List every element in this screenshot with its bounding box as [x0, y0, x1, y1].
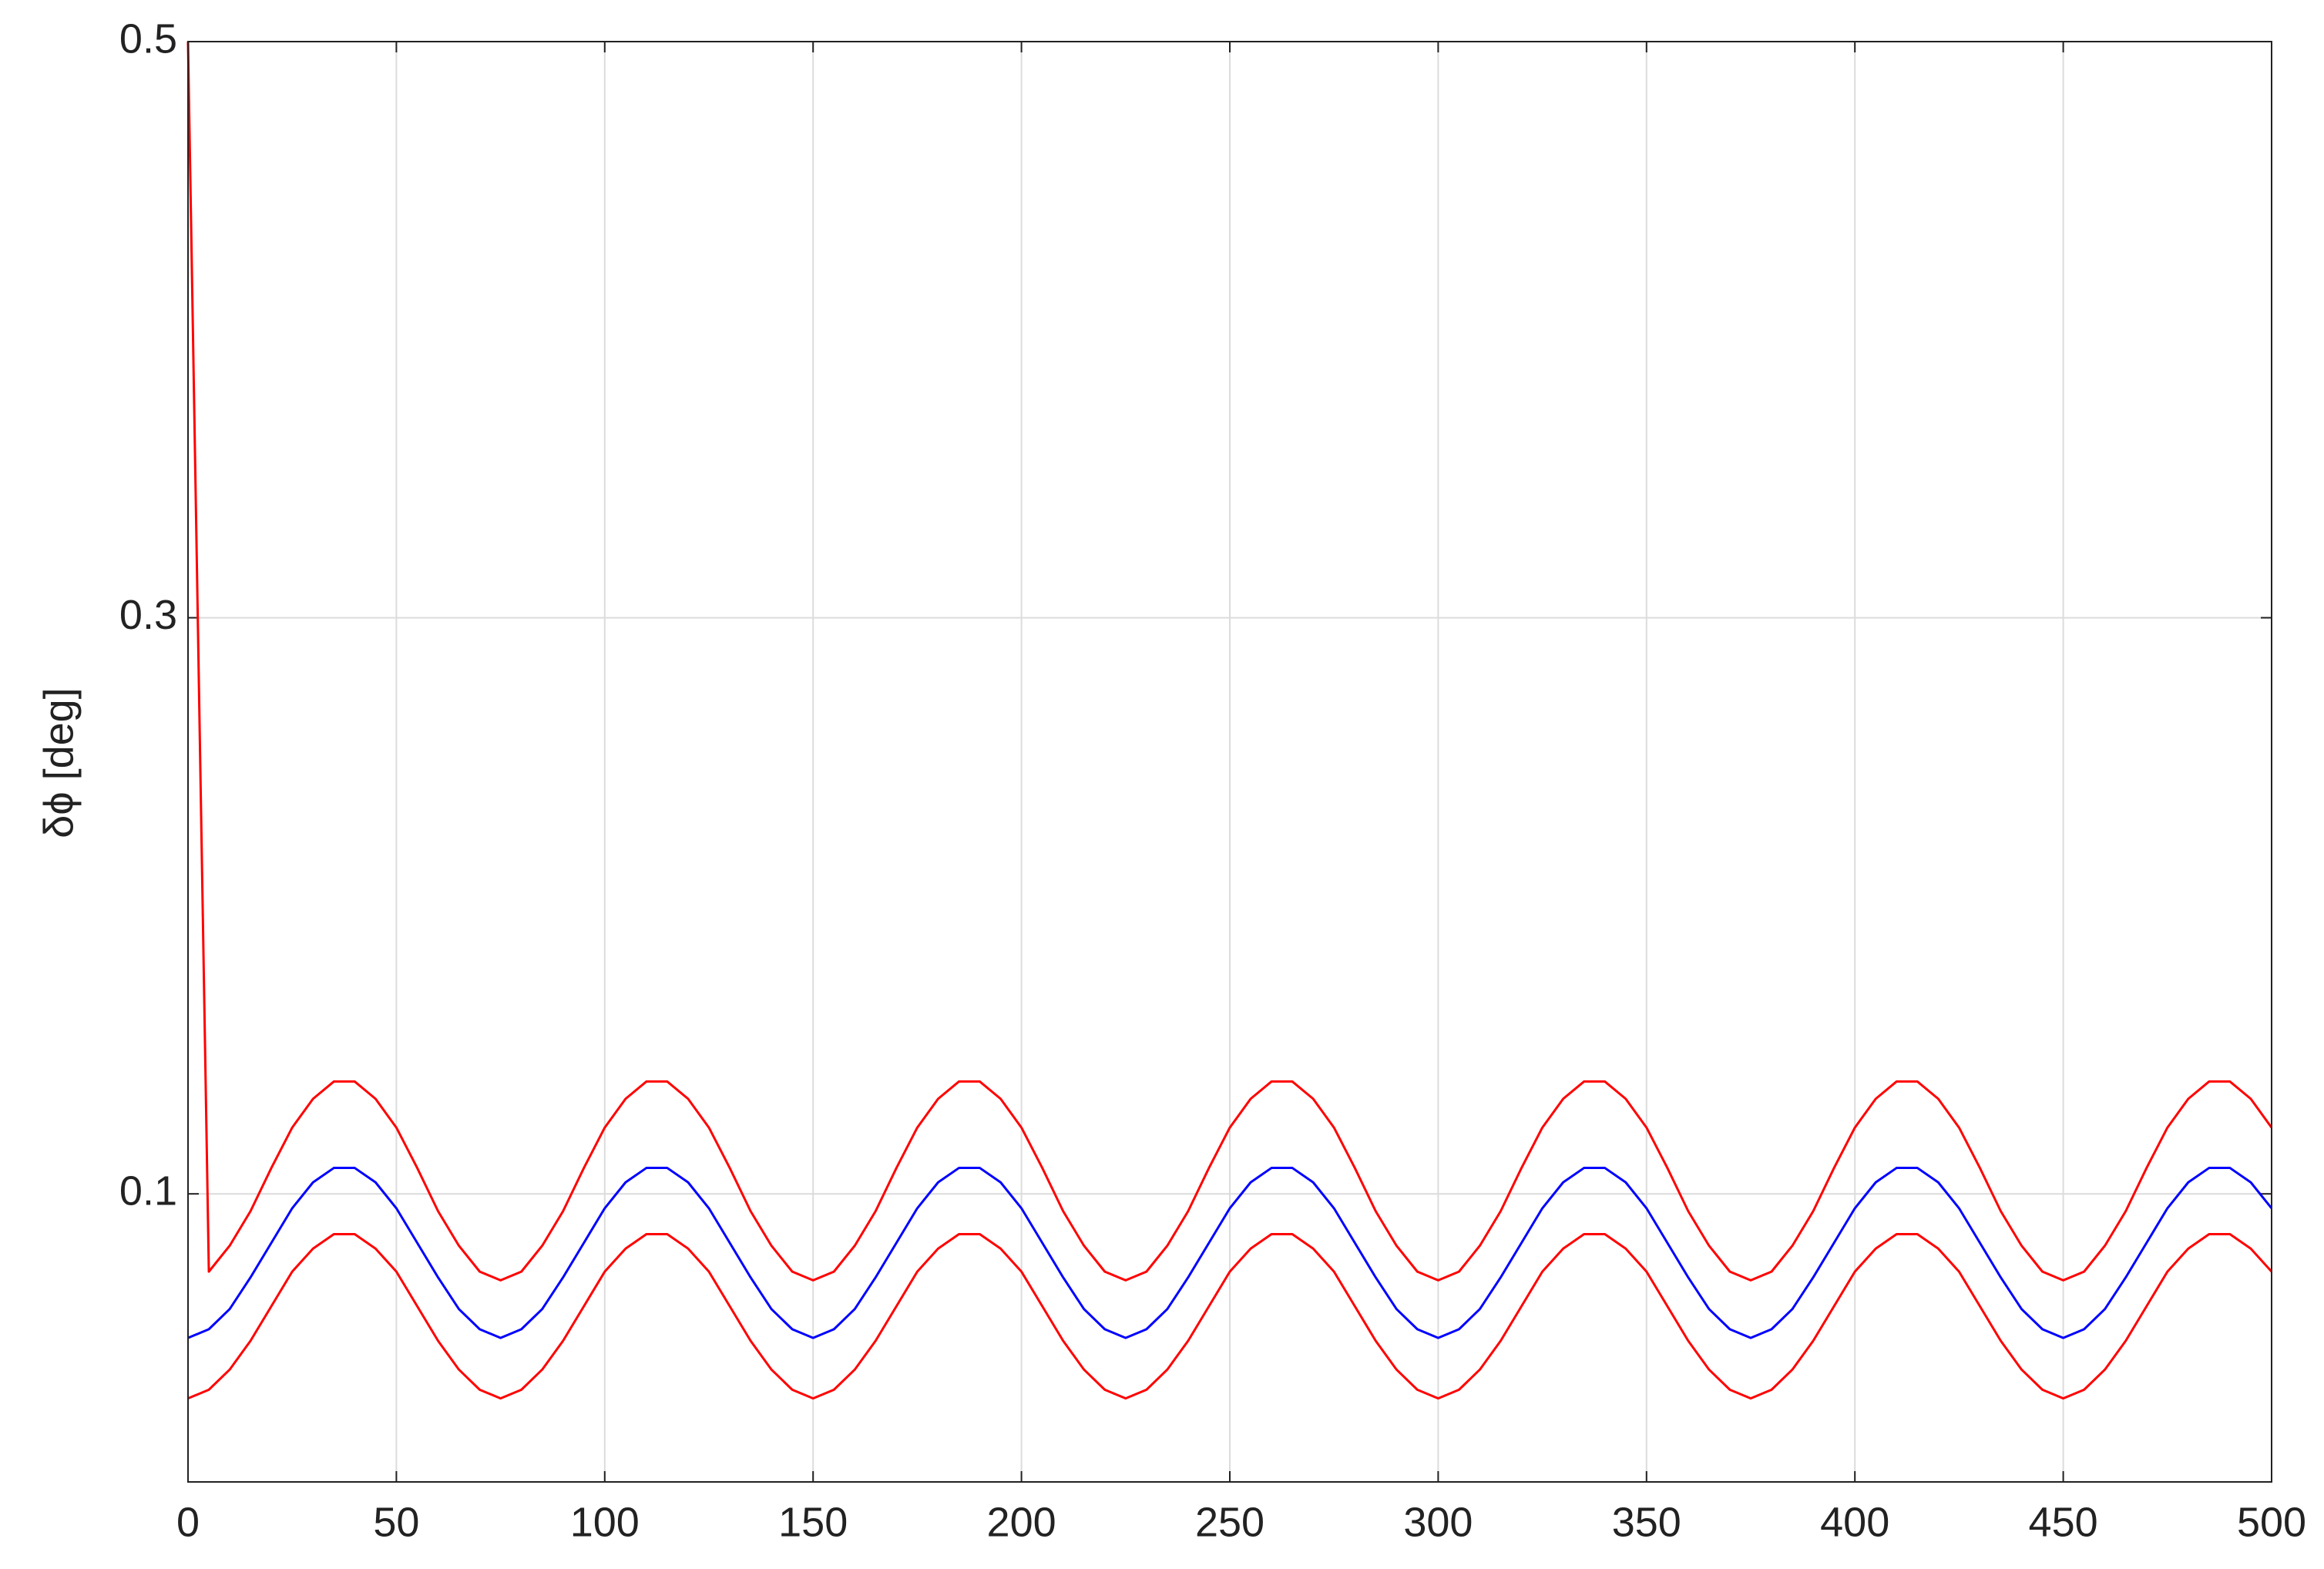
x-tick-label: 0 [176, 1499, 200, 1545]
data-line [187, 1167, 2273, 1339]
data-line [186, 41, 2273, 1282]
x-tick-label: 50 [373, 1499, 419, 1545]
x-tick-label: 450 [2029, 1499, 2098, 1545]
x-tick-label: 500 [2237, 1499, 2306, 1545]
y-axis-label: δϕ [deg] [35, 687, 82, 838]
x-tick-label: 200 [987, 1499, 1056, 1545]
data-line [187, 1233, 2273, 1400]
x-tick-label: 250 [1195, 1499, 1264, 1545]
x-tick-label: 300 [1403, 1499, 1473, 1545]
y-tick-label: 0.3 [119, 592, 177, 638]
x-tick-label: 400 [1820, 1499, 1889, 1545]
x-tick-label: 100 [570, 1499, 640, 1545]
x-tick-label: 350 [1612, 1499, 1681, 1545]
y-tick-label: 0.5 [119, 15, 177, 62]
plot-frame [187, 41, 2272, 1483]
x-tick-label: 150 [778, 1499, 848, 1545]
y-tick-label: 0.1 [119, 1168, 177, 1214]
